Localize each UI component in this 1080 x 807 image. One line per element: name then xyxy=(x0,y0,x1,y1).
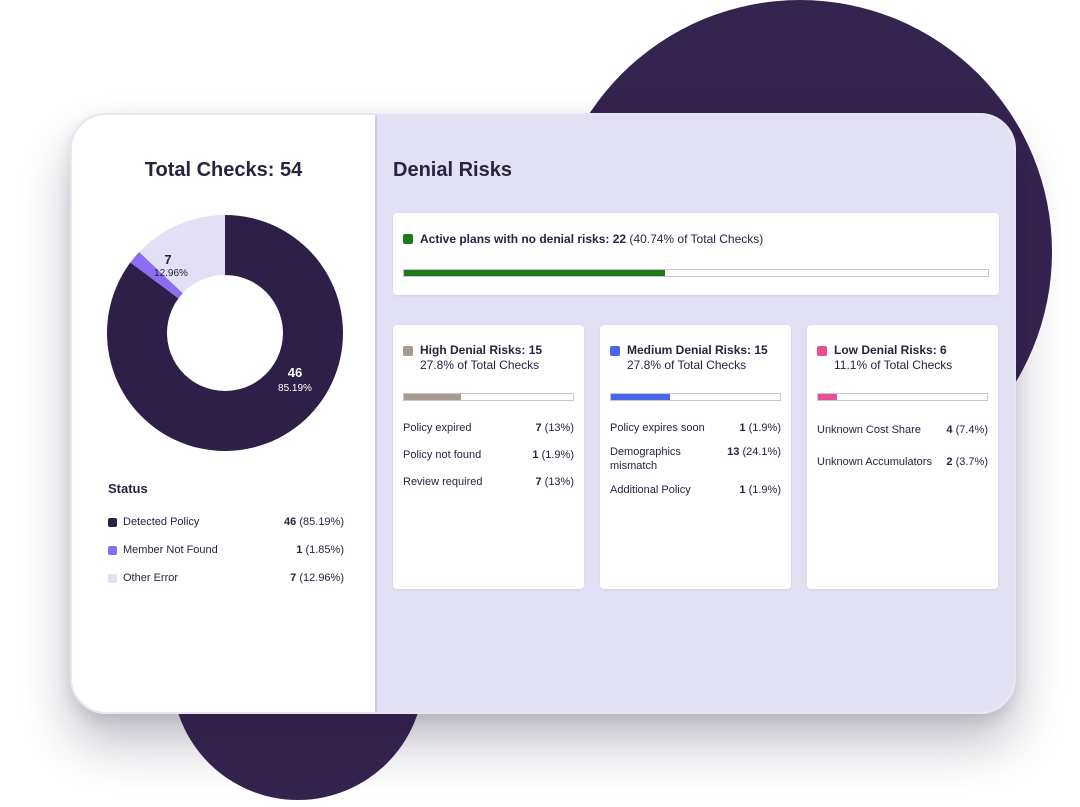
donut-label-other-count: 7 xyxy=(164,252,171,267)
risk-item: Unknown Cost Share 4 (7.4%) xyxy=(817,424,988,436)
donut-label-detected-count: 46 xyxy=(288,365,302,380)
donut-slice-detected-policy xyxy=(107,215,343,451)
legend-swatch xyxy=(108,545,117,555)
dashboard-card: Total Checks: 54 46 85.19% 7 12.96% Stat… xyxy=(70,113,1016,714)
risk-subtitle: 27.8% of Total Checks xyxy=(420,358,540,372)
risk-subtitle: 27.8% of Total Checks xyxy=(627,358,747,372)
risk-item: Demographics mismatch 13 (24.1%) xyxy=(610,446,781,472)
risk-progress xyxy=(817,393,988,401)
legend-swatch xyxy=(108,517,117,527)
active-plans-progress xyxy=(403,269,989,277)
denial-risks-panel: Denial Risks Active plans with no denial… xyxy=(377,115,1014,712)
progress-fill xyxy=(404,270,666,276)
legend-value: 7 (12.96%) xyxy=(290,572,344,584)
progress-fill xyxy=(611,394,671,400)
risk-title: High Denial Risks: 15 xyxy=(420,343,543,357)
risk-card-header: Low Denial Risks: 6 11.1% of Total Check… xyxy=(817,343,952,373)
status-heading: Status xyxy=(108,481,148,496)
legend-value: 46 (85.19%) xyxy=(284,516,344,528)
legend-item-detected-policy: Detected Policy 46 (85.19%) xyxy=(108,508,344,536)
risk-title: Low Denial Risks: 6 xyxy=(834,343,947,357)
medium-risk-card: Medium Denial Risks: 15 27.8% of Total C… xyxy=(600,325,791,589)
status-legend: Detected Policy 46 (85.19%) Member Not F… xyxy=(108,508,344,592)
status-swatch xyxy=(403,234,413,244)
risk-swatch xyxy=(610,345,620,356)
legend-label: Detected Policy xyxy=(123,516,200,528)
legend-item-member-not-found: Member Not Found 1 (1.85%) xyxy=(108,536,344,564)
risk-swatch xyxy=(403,345,413,356)
risk-card-header: Medium Denial Risks: 15 27.8% of Total C… xyxy=(610,343,768,373)
donut-slice-other-error xyxy=(139,215,225,294)
risk-item: Additional Policy 1 (1.9%) xyxy=(610,484,781,496)
risk-card-header: High Denial Risks: 15 27.8% of Total Che… xyxy=(403,343,542,373)
legend-label: Member Not Found xyxy=(123,544,218,556)
risk-item: Policy not found 1 (1.9%) xyxy=(403,449,574,461)
progress-fill xyxy=(404,394,462,400)
risk-list: Policy expires soon 1 (1.9%) Demographic… xyxy=(610,421,781,497)
risk-item: Unknown Accumulators 2 (3.7%) xyxy=(817,456,988,468)
active-plans-header: Active plans with no denial risks: 22 (4… xyxy=(403,232,763,246)
legend-value: 1 (1.85%) xyxy=(296,544,344,556)
legend-item-other-error: Other Error 7 (12.96%) xyxy=(108,564,344,592)
active-plans-panel: Active plans with no denial risks: 22 (4… xyxy=(393,213,999,295)
legend-label: Other Error xyxy=(123,572,179,584)
risk-progress xyxy=(403,393,574,401)
risk-item: Policy expires soon 1 (1.9%) xyxy=(610,422,781,434)
high-risk-card: High Denial Risks: 15 27.8% of Total Che… xyxy=(393,325,584,589)
legend-swatch xyxy=(108,573,117,583)
donut-label-other-pct: 12.96% xyxy=(154,268,188,279)
risk-swatch xyxy=(817,345,827,356)
active-plans-pct: (40.74% of Total Checks) xyxy=(629,232,764,246)
denial-risks-title: Denial Risks xyxy=(393,159,512,181)
risk-progress xyxy=(610,393,781,401)
risk-item: Policy expired 7 (13%) xyxy=(403,422,574,434)
progress-fill xyxy=(818,394,837,400)
total-checks-title: Total Checks: 54 xyxy=(144,159,303,181)
donut-label-detected-pct: 85.19% xyxy=(278,383,312,394)
risk-list: Policy expired 7 (13%) Policy not found … xyxy=(403,421,574,489)
total-checks-panel: Total Checks: 54 46 85.19% 7 12.96% Stat… xyxy=(72,115,377,712)
risk-list: Unknown Cost Share 4 (7.4%) Unknown Accu… xyxy=(817,423,988,469)
risk-subtitle: 11.1% of Total Checks xyxy=(834,358,953,372)
risk-item: Review required 7 (13%) xyxy=(403,476,574,488)
low-risk-card: Low Denial Risks: 6 11.1% of Total Check… xyxy=(807,325,998,589)
status-donut-chart: 46 85.19% 7 12.96% xyxy=(107,215,343,451)
active-plans-label: Active plans with no denial risks: 22 xyxy=(420,232,627,246)
risk-title: Medium Denial Risks: 15 xyxy=(627,343,768,357)
donut-slice-member-not-found xyxy=(130,252,183,299)
